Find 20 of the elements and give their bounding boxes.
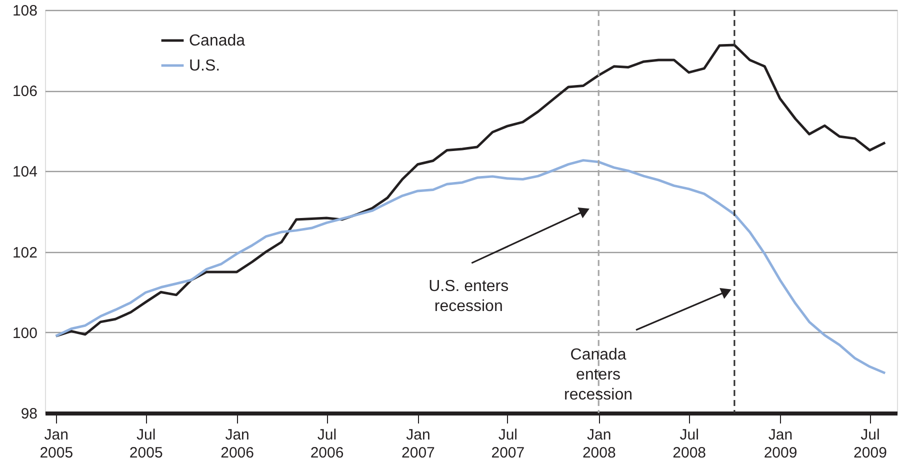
legend-label: Canada	[189, 32, 246, 50]
annotation: U.S. enters recession	[428, 278, 509, 316]
y-tick-label: 102	[12, 244, 38, 262]
x-tick-label: Jul 2006	[310, 426, 344, 462]
x-tick-label: Jan 2007	[402, 426, 435, 462]
x-tick-label: Jan 2008	[582, 426, 616, 462]
annotation: Canada enters recession	[564, 346, 633, 404]
legend-label: U.S.	[189, 58, 220, 74]
x-tick-label: Jan 2005	[40, 426, 74, 462]
x-tick-label: Jan 2006	[220, 426, 254, 462]
x-tick-label: Jul 2008	[672, 426, 706, 462]
y-tick-label: 106	[12, 83, 38, 100]
x-tick-label: Jan 2009	[764, 426, 798, 462]
x-tick-label: Jul 2007	[491, 426, 525, 462]
y-tick-label: 108	[12, 2, 38, 20]
y-tick-label: 104	[12, 164, 38, 181]
y-tick-label: 100	[12, 324, 38, 342]
y-tick-label: 98	[20, 406, 38, 422]
x-tick-label: Jul 2009	[854, 426, 887, 462]
x-tick-label: Jul 2005	[129, 426, 163, 462]
